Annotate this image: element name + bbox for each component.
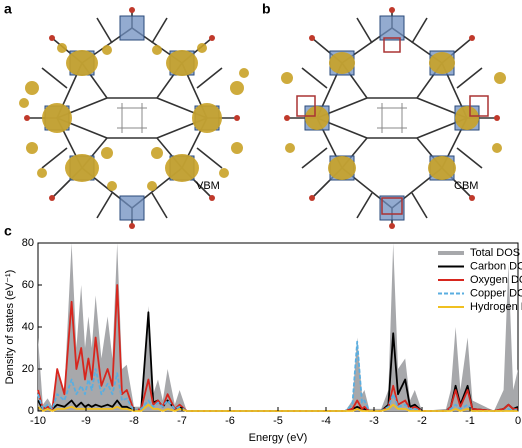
x-tick-label: -4 [321,415,331,427]
line [37,284,518,412]
x-axis-label: Energy (eV) [249,432,308,444]
structure-vbm [19,6,249,230]
x-tick-label: 0 [515,415,521,427]
x-tick-label: -5 [273,415,283,427]
x-tick-label: -8 [129,415,139,427]
cbm-rings [296,37,489,215]
y-tick-label: 0 [28,405,34,417]
y-tick-label: 20 [22,363,34,375]
y-axis-label: Density of states (eV⁻¹) [4,270,16,385]
panel-label: c [4,223,12,239]
x-tick-label: -1 [465,415,475,427]
legend-label: Total DOS [470,247,520,259]
x-tick-label: -7 [177,415,187,427]
legend-label: Oxygen DOS [470,274,522,286]
panel-label: b [262,1,271,17]
y-tick-label: 60 [22,279,34,291]
line [37,340,519,412]
structure-label: VBM [196,180,220,192]
area [38,243,518,411]
x-tick-label: -10 [30,415,46,427]
legend-label: Copper DOS [470,287,522,299]
legend-label: Hydrogen DOS [470,301,522,313]
cbm-density [281,52,506,180]
x-tick-label: -9 [81,415,91,427]
panel-label: a [4,1,12,17]
x-tick-label: -3 [369,415,379,427]
line [37,403,518,412]
x-tick-label: -2 [417,415,427,427]
y-tick-label: 40 [22,321,34,333]
y-tick-label: 80 [22,237,34,249]
vbm-density [19,43,249,191]
structure-label: CBM [454,180,478,192]
legend-label: Carbon DOS [470,260,522,272]
x-tick-label: -6 [225,415,235,427]
structure-cbm [281,6,506,230]
